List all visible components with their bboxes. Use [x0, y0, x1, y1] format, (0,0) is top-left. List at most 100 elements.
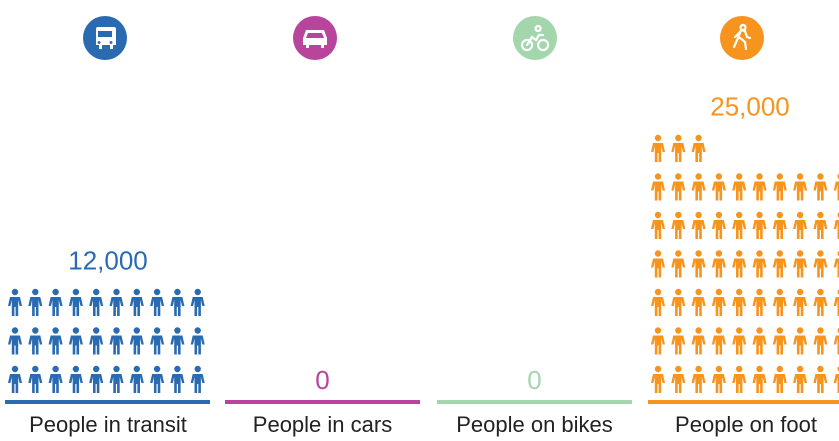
category-icon — [720, 16, 764, 60]
person-icon — [711, 288, 726, 316]
pictogram-stack — [651, 134, 839, 393]
person-icon — [68, 288, 83, 316]
person-icon — [772, 211, 787, 239]
person-icon — [813, 327, 828, 355]
person-icon — [793, 250, 808, 278]
person-icon — [68, 327, 83, 355]
person-icon — [772, 365, 787, 393]
person-icon — [813, 173, 828, 201]
person-icon — [671, 288, 686, 316]
person-icon — [89, 365, 104, 393]
person-icon — [89, 288, 104, 316]
person-icon — [109, 365, 124, 393]
person-icon — [671, 365, 686, 393]
person-icon — [651, 288, 665, 316]
baseline — [437, 400, 632, 404]
baseline — [225, 400, 420, 404]
person-icon — [772, 327, 787, 355]
category-label: People on foot — [675, 412, 817, 437]
person-icon — [833, 173, 839, 201]
person-icon — [813, 211, 828, 239]
person-icon — [691, 173, 706, 201]
person-icon — [150, 327, 165, 355]
person-icon — [8, 365, 22, 393]
person-icon — [651, 211, 665, 239]
person-icon — [48, 327, 63, 355]
person-icon — [732, 173, 747, 201]
value-label: 12,000 — [68, 245, 148, 275]
person-icon — [129, 327, 144, 355]
value-label: 0 — [527, 365, 541, 395]
person-icon — [711, 211, 726, 239]
person-icon — [170, 327, 185, 355]
person-icon — [833, 212, 839, 239]
category-glyph — [732, 23, 752, 51]
person-icon — [190, 327, 205, 355]
person-icon — [732, 327, 747, 355]
person-icon — [48, 365, 63, 393]
person-icon — [813, 365, 828, 393]
person-icon — [190, 288, 205, 316]
person-icon — [8, 288, 22, 316]
category-glyph — [520, 24, 550, 52]
category-label: People on bikes — [456, 412, 613, 437]
category-label: People in cars — [253, 412, 392, 437]
person-icon — [28, 327, 43, 355]
person-icon — [28, 288, 43, 316]
person-icon — [752, 288, 767, 316]
person-icon — [772, 288, 787, 316]
baseline — [648, 400, 839, 404]
value-label: 0 — [315, 365, 329, 395]
person-icon — [711, 173, 726, 201]
person-icon — [170, 365, 185, 393]
person-icon — [89, 327, 104, 355]
person-icon — [691, 327, 706, 355]
person-icon — [793, 327, 808, 355]
person-icon — [752, 173, 767, 201]
person-icon — [711, 327, 726, 355]
person-icon — [752, 211, 767, 239]
person-icon — [129, 365, 144, 393]
person-icon — [150, 288, 165, 316]
person-icon — [190, 365, 205, 393]
person-icon — [651, 250, 665, 278]
person-icon — [8, 327, 22, 355]
person-icon — [793, 211, 808, 239]
person-icon — [752, 365, 767, 393]
person-icon — [109, 327, 124, 355]
pictogram-stack — [8, 288, 205, 393]
person-icon — [691, 365, 706, 393]
category-glyph — [303, 30, 327, 48]
person-icon — [793, 173, 808, 201]
person-icon — [833, 366, 839, 393]
person-icon — [48, 288, 63, 316]
person-icon — [772, 173, 787, 201]
person-icon — [651, 134, 665, 162]
person-icon — [691, 250, 706, 278]
person-icon — [752, 250, 767, 278]
category-glyph — [96, 27, 116, 49]
person-icon — [833, 327, 839, 355]
person-icon — [170, 288, 185, 316]
person-icon — [129, 288, 144, 316]
person-icon — [691, 211, 706, 239]
person-icon — [732, 250, 747, 278]
person-icon — [109, 288, 124, 316]
category-label: People in transit — [29, 412, 187, 437]
person-icon — [671, 250, 686, 278]
person-icon — [813, 288, 828, 316]
person-icon — [793, 365, 808, 393]
person-icon — [28, 365, 43, 393]
person-icon — [68, 365, 83, 393]
person-icon — [732, 211, 747, 239]
baseline — [5, 400, 210, 404]
person-icon — [691, 134, 706, 162]
person-icon — [833, 289, 839, 316]
person-icon — [711, 250, 726, 278]
person-icon — [772, 250, 787, 278]
person-icon — [651, 173, 665, 201]
person-icon — [813, 250, 828, 278]
person-icon — [752, 327, 767, 355]
person-icon — [711, 365, 726, 393]
